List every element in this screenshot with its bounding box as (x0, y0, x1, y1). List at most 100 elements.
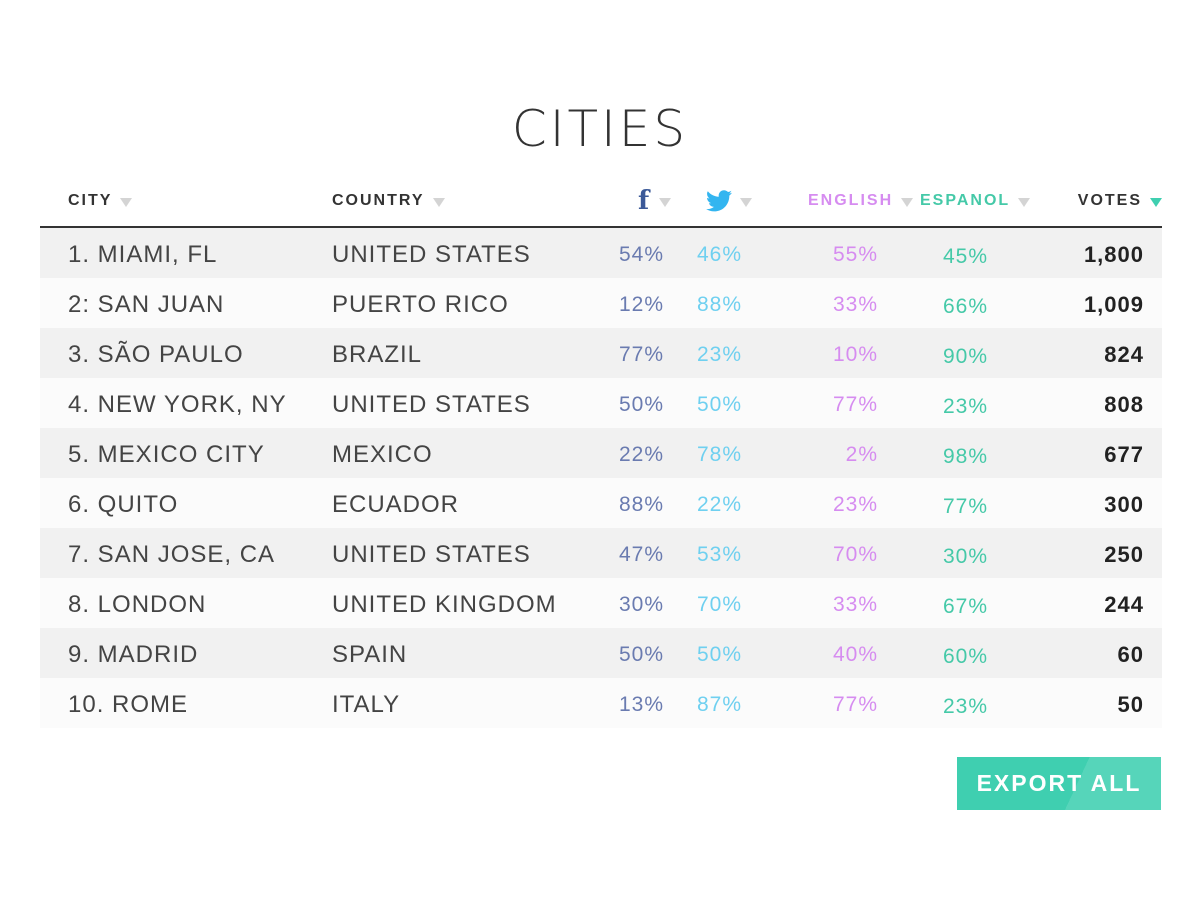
twitter-icon (706, 190, 732, 212)
cell-espanol: 23% (942, 695, 988, 718)
sort-arrow-icon (432, 197, 445, 207)
cell-votes: 808 (1104, 392, 1144, 417)
cell-city: 3. SÃO PAULO (68, 341, 244, 368)
cell-votes: 250 (1104, 542, 1144, 567)
column-header-city[interactable]: CITY (68, 176, 133, 226)
cell-facebook: 50% (618, 393, 664, 416)
cell-votes: 677 (1104, 442, 1144, 467)
cell-country: UNITED STATES (332, 541, 531, 568)
cell-english: 77% (832, 693, 878, 716)
cell-city: 9. MADRID (68, 641, 199, 668)
table-row[interactable]: 7. SAN JOSE, CA UNITED STATES 47% 53% 70… (40, 528, 1162, 578)
column-header-votes[interactable]: VOTES (1078, 176, 1162, 226)
cell-country: MEXICO (332, 441, 433, 468)
table-body: 1. MIAMI, FL UNITED STATES 54% 46% 55% 4… (40, 228, 1162, 728)
table-header: CITY COUNTRY f ENGLISH ESPANOL (40, 176, 1162, 228)
column-header-city-label: CITY (68, 192, 113, 209)
cell-twitter: 70% (696, 593, 742, 616)
column-header-espanol[interactable]: ESPANOL (920, 176, 1031, 226)
cell-facebook: 77% (618, 343, 664, 366)
cell-country: UNITED KINGDOM (332, 591, 557, 618)
cell-city: 4. NEW YORK, NY (68, 391, 287, 418)
cities-table: CITY COUNTRY f ENGLISH ESPANOL (40, 176, 1162, 728)
cell-english: 33% (832, 293, 878, 316)
cell-country: SPAIN (332, 641, 408, 668)
table-row[interactable]: 8. LONDON UNITED KINGDOM 30% 70% 33% 67%… (40, 578, 1162, 628)
cell-espanol: 30% (942, 545, 988, 568)
cell-country: UNITED STATES (332, 391, 531, 418)
cell-english: 70% (832, 543, 878, 566)
export-all-label: EXPORT ALL (976, 770, 1142, 796)
cell-votes: 300 (1104, 492, 1144, 517)
table-row[interactable]: 1. MIAMI, FL UNITED STATES 54% 46% 55% 4… (40, 228, 1162, 278)
column-header-espanol-label: ESPANOL (920, 192, 1011, 209)
table-row[interactable]: 2: SAN JUAN PUERTO RICO 12% 88% 33% 66% … (40, 278, 1162, 328)
cell-city: 5. MEXICO CITY (68, 441, 265, 468)
cell-facebook: 54% (618, 243, 664, 266)
cell-country: PUERTO RICO (332, 291, 509, 318)
export-all-button[interactable]: EXPORT ALL (957, 757, 1161, 810)
cell-facebook: 13% (618, 693, 664, 716)
cell-espanol: 66% (942, 295, 988, 318)
table-row[interactable]: 10. ROME ITALY 13% 87% 77% 23% 50 (40, 678, 1162, 728)
sort-arrow-icon (659, 197, 672, 207)
cell-espanol: 77% (942, 495, 988, 518)
cell-twitter: 46% (696, 243, 742, 266)
cell-country: BRAZIL (332, 341, 423, 368)
cell-votes: 50 (1117, 692, 1144, 717)
cell-city: 1. MIAMI, FL (68, 241, 218, 268)
cell-facebook: 50% (618, 643, 664, 666)
column-header-english-label: ENGLISH (808, 192, 894, 209)
sort-arrow-icon (901, 197, 914, 207)
cell-espanol: 23% (942, 395, 988, 418)
cell-facebook: 47% (618, 543, 664, 566)
cell-espanol: 98% (942, 445, 988, 468)
cell-city: 7. SAN JOSE, CA (68, 541, 276, 568)
facebook-icon: f (638, 186, 652, 216)
cell-english: 10% (832, 343, 878, 366)
cell-twitter: 53% (696, 543, 742, 566)
table-row[interactable]: 6. QUITO ECUADOR 88% 22% 23% 77% 300 (40, 478, 1162, 528)
cell-english: 40% (832, 643, 878, 666)
cell-espanol: 45% (942, 245, 988, 268)
page-title: CITIES (511, 99, 689, 158)
sort-arrow-icon (1018, 197, 1031, 207)
cell-twitter: 50% (696, 643, 742, 666)
cell-twitter: 22% (696, 493, 742, 516)
table-row[interactable]: 4. NEW YORK, NY UNITED STATES 50% 50% 77… (40, 378, 1162, 428)
sort-arrow-icon (120, 197, 133, 207)
cell-country: ITALY (332, 691, 401, 718)
cell-city: 2: SAN JUAN (68, 291, 225, 318)
cell-city: 10. ROME (68, 691, 189, 718)
cell-votes: 60 (1117, 642, 1144, 667)
cell-twitter: 87% (696, 693, 742, 716)
cell-espanol: 60% (942, 645, 988, 668)
cell-votes: 244 (1104, 592, 1144, 617)
sort-arrow-icon (740, 197, 752, 207)
cell-facebook: 30% (618, 593, 664, 616)
column-header-facebook[interactable]: f (638, 176, 672, 226)
cell-english: 77% (832, 393, 878, 416)
cell-english: 33% (832, 593, 878, 616)
cell-twitter: 50% (696, 393, 742, 416)
column-header-english[interactable]: ENGLISH (808, 176, 914, 226)
table-row[interactable]: 3. SÃO PAULO BRAZIL 77% 23% 10% 90% 824 (40, 328, 1162, 378)
cell-votes: 1,009 (1083, 292, 1144, 317)
cell-city: 8. LONDON (68, 591, 207, 618)
column-header-votes-label: VOTES (1077, 192, 1142, 209)
table-row[interactable]: 5. MEXICO CITY MEXICO 22% 78% 2% 98% 677 (40, 428, 1162, 478)
cell-facebook: 88% (618, 493, 664, 516)
cell-city: 6. QUITO (68, 491, 179, 518)
table-row[interactable]: 9. MADRID SPAIN 50% 50% 40% 60% 60 (40, 628, 1162, 678)
cell-english: 55% (832, 243, 878, 266)
cell-facebook: 12% (618, 293, 664, 316)
cell-country: UNITED STATES (332, 241, 531, 268)
column-header-twitter[interactable] (706, 176, 752, 226)
cell-twitter: 88% (696, 293, 742, 316)
cell-twitter: 23% (696, 343, 742, 366)
cell-english: 23% (832, 493, 878, 516)
column-header-country-label: COUNTRY (332, 192, 425, 209)
column-header-country[interactable]: COUNTRY (332, 176, 445, 226)
cell-facebook: 22% (618, 443, 664, 466)
cell-country: ECUADOR (332, 491, 460, 518)
